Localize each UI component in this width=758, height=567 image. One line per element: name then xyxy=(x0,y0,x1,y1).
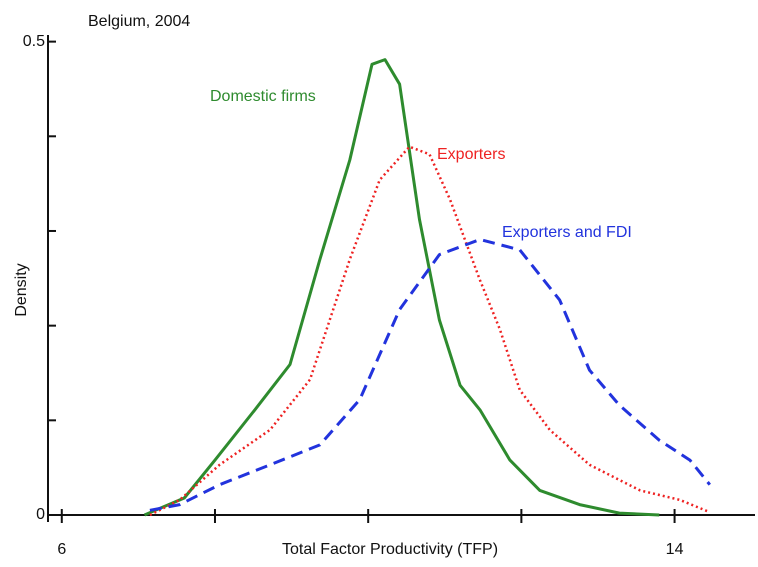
chart-title: Belgium, 2004 xyxy=(88,13,190,30)
series-line xyxy=(149,145,711,517)
x-tick-label: 14 xyxy=(666,541,684,558)
series-line xyxy=(149,238,711,512)
y-tick-label: 0 xyxy=(36,506,45,523)
series-label: Domestic firms xyxy=(210,88,316,105)
series-label: Exporters and FDI xyxy=(502,224,632,241)
x-axis-label: Total Factor Productivity (TFP) xyxy=(282,541,498,558)
series-line xyxy=(143,58,660,517)
y-axis-label: Density xyxy=(13,263,30,316)
y-tick-label: 0.5 xyxy=(23,33,45,50)
series-label: Exporters xyxy=(437,146,505,163)
x-tick-label: 6 xyxy=(57,541,66,558)
